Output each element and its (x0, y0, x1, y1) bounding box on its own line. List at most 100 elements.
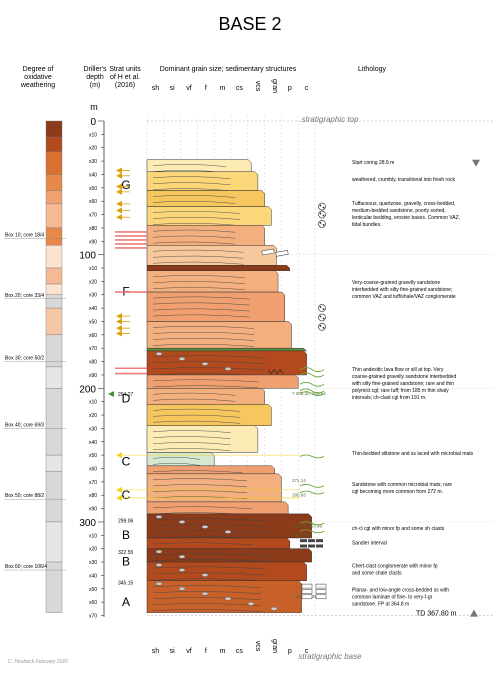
grain-col-cs: cs (236, 85, 244, 92)
cross-bedding (152, 182, 231, 186)
depth-tick-label: x90 (89, 239, 97, 245)
lithology-note: Very-coarse-grained gravelly sandstone (352, 280, 440, 286)
cross-bedding (152, 194, 236, 198)
box-label: Box 30; core 50/2 (5, 356, 44, 362)
cross-bedding (152, 609, 262, 612)
cross-bedding (152, 188, 231, 192)
strat-header-1: Strat units (109, 66, 141, 73)
grain-col-gran-bottom: gran (271, 639, 278, 653)
cross-bedding (152, 217, 241, 220)
yellow-arrow-icon (116, 452, 122, 459)
clast (224, 367, 232, 371)
lithology-note: and some shale clasts (352, 570, 402, 576)
cross-bedding (152, 408, 241, 412)
strat-header-3: (2016) (115, 82, 135, 89)
depth-tick-label: x10 (89, 132, 97, 138)
sample-label: 7 312.83 (292, 533, 310, 538)
td-triangle-icon (470, 609, 478, 617)
grain-col-f: f (205, 85, 207, 92)
vaz-dot (322, 206, 325, 209)
clast (201, 591, 209, 596)
cross-bedding (152, 392, 236, 396)
grain-col-vcs-bottom: vcs (254, 641, 261, 652)
cross-bedding (152, 355, 265, 359)
cross-bedding (152, 414, 241, 418)
vaz-dot (322, 317, 325, 320)
vaz-dot (319, 324, 322, 327)
shale-clast-icon (316, 539, 323, 543)
weathering-segment (45, 245, 63, 269)
weathering-segment (45, 136, 63, 152)
layer (146, 291, 286, 322)
depth-tick-label: x40 (89, 573, 97, 579)
grain-columns-bottom: sh si vf f m cs vcs gran p c (152, 639, 309, 655)
cross-bedding (152, 385, 259, 389)
vaz-symbol-icon (318, 210, 326, 219)
vaz-dot (319, 212, 322, 215)
weathering-header-3: weathering (20, 82, 55, 89)
shale-clast-icon (308, 544, 315, 548)
clast (270, 606, 278, 611)
strat-unit-C: C (122, 454, 131, 468)
layer (146, 350, 307, 376)
vaz-dot (319, 306, 322, 309)
sample-label: 280.93 (292, 493, 306, 498)
shale-clast-icon (275, 250, 289, 257)
weathering-segment (45, 470, 63, 523)
lithology-note: polymict cgl; rare tuff; from 185 m thin… (352, 388, 449, 394)
weathering-segment (45, 366, 63, 389)
lithology-note: ch-cl cgl with minor fp and some sh clas… (352, 526, 445, 532)
depth-tick-label: x80 (89, 493, 97, 499)
cross-bedding (152, 436, 231, 439)
sample-label: 271.14 (292, 478, 306, 483)
layer (146, 190, 265, 207)
layer (146, 265, 291, 271)
depth-tick-label: x70 (89, 213, 97, 219)
grain-columns-top: sh si vf f m cs vcs gran p c (152, 79, 309, 93)
arrow-icon (116, 330, 122, 337)
cross-bedding (152, 249, 244, 253)
grain-col-m-bottom: m (220, 648, 226, 655)
microbial-mat-icon (299, 391, 325, 397)
depth-tick-label: x30 (89, 426, 97, 432)
depth-tick-label: x70 (89, 346, 97, 352)
weathering-segment (45, 227, 63, 246)
cross-bedding (152, 518, 269, 522)
vaz-dot (319, 222, 322, 224)
vaz-symbol-icon (318, 202, 326, 211)
depth-marker-label: 345.15 (118, 580, 134, 586)
depth-tick-label: x20 (89, 413, 97, 419)
depth-tick-label: x60 (89, 600, 97, 606)
depth-tick-label: x10 (89, 400, 97, 406)
arrow-icon (116, 214, 122, 221)
credit: C. Heubeck February 2020 (8, 659, 68, 665)
clast (155, 581, 163, 586)
grain-col-vcs: vcs (254, 81, 261, 92)
lithology-note: Tuffaceous, quartzose, gravelly, cross-b… (352, 201, 455, 207)
cross-bedding (152, 223, 241, 226)
vaz-dot (322, 224, 325, 226)
vaz-dot (319, 315, 322, 318)
clast (155, 352, 163, 356)
clast (201, 525, 209, 529)
lithology-note: interbedded with silty fine-grained sand… (352, 287, 452, 293)
microbial-mat-icon (299, 521, 325, 526)
weathering-segment (45, 151, 63, 175)
cross-bedding (152, 255, 244, 259)
layer (146, 171, 259, 191)
cross-bedding (152, 430, 231, 433)
td-label-group: TD 367.80 m (416, 159, 480, 618)
depth-tick-label: 100 (79, 251, 96, 262)
lithology-note: Thin-bedded siltstone and ss laced with … (352, 451, 474, 457)
arrow-icon (116, 200, 122, 207)
weathering-segment (45, 388, 63, 456)
layer (146, 404, 272, 426)
lithology-note: lenticular bedding, erosive bases. Commo… (352, 215, 460, 221)
cross-bedding (152, 261, 244, 265)
weathering-segment (45, 120, 63, 138)
strat-unit-B: B (122, 555, 130, 569)
lithology-note: Sandier interval (352, 541, 387, 547)
box-label: Box 20; core 33/4 (5, 293, 44, 299)
cross-bedding (152, 331, 255, 335)
clast (247, 601, 255, 606)
